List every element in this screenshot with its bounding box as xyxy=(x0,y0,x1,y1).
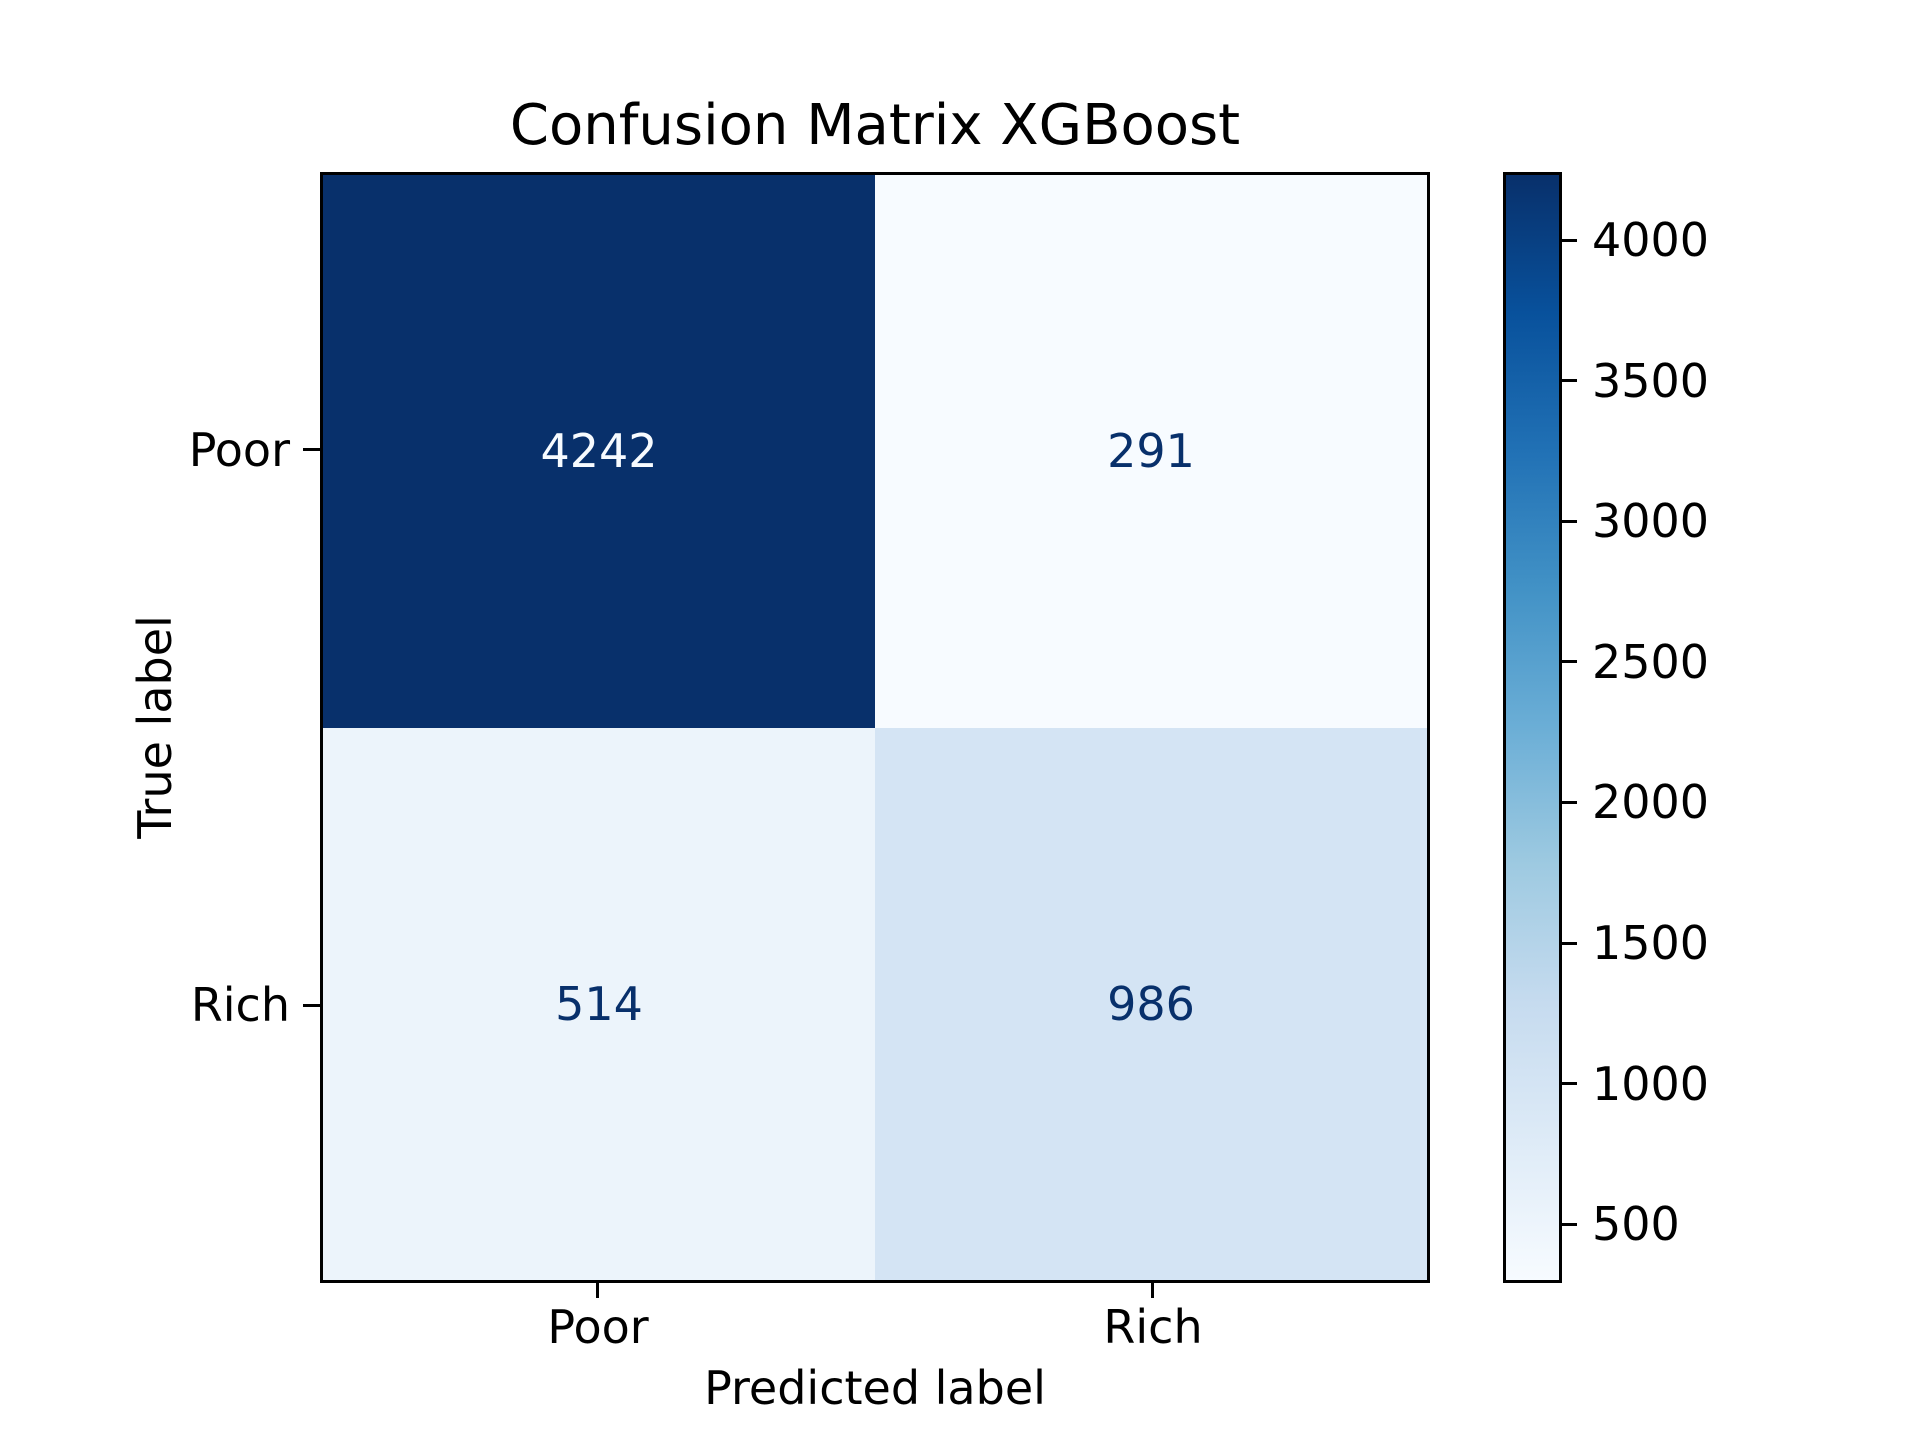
xtick-mark-poor xyxy=(596,1283,599,1298)
cell-value: 514 xyxy=(555,976,643,1031)
ytick-label-poor: Poor xyxy=(188,423,290,477)
matrix-cell-true-rich-pred-poor: 514 xyxy=(323,727,875,1280)
chart-title: Confusion Matrix XGBoost xyxy=(509,93,1241,158)
colorbar-tick-mark-4000 xyxy=(1562,238,1577,242)
ytick-mark-poor xyxy=(303,448,320,451)
colorbar-tick-mark-1000 xyxy=(1562,1082,1577,1086)
colorbar-tick-mark-500 xyxy=(1562,1222,1577,1226)
cell-value: 4242 xyxy=(540,424,658,479)
matrix-cell-true-poor-pred-rich: 291 xyxy=(875,175,1427,728)
colorbar-tick-mark-1500 xyxy=(1562,941,1577,945)
y-axis-label: True label xyxy=(128,615,182,839)
xtick-mark-rich xyxy=(1151,1283,1154,1298)
colorbar-tick-label-4000: 4000 xyxy=(1592,213,1710,268)
colorbar-tick-label-2000: 2000 xyxy=(1592,775,1710,830)
xtick-label-poor: Poor xyxy=(547,1300,649,1354)
matrix-cell-true-poor-pred-poor: 4242 xyxy=(323,175,875,728)
colorbar-tick-mark-3000 xyxy=(1562,519,1577,523)
colorbar-tick-label-1500: 1500 xyxy=(1592,916,1710,971)
matrix-cell-true-rich-pred-rich: 986 xyxy=(875,727,1427,1280)
colorbar-tick-label-3000: 3000 xyxy=(1592,494,1710,549)
colorbar-tick-mark-2500 xyxy=(1562,660,1577,664)
ytick-label-rich: Rich xyxy=(190,978,290,1032)
colorbar-tick-label-3500: 3500 xyxy=(1592,353,1710,408)
x-axis-label: Predicted label xyxy=(704,1361,1046,1415)
colorbar-tick-label-2500: 2500 xyxy=(1592,634,1710,689)
ytick-mark-rich xyxy=(303,1004,320,1007)
colorbar-tick-mark-2000 xyxy=(1562,800,1577,804)
colorbar-tick-label-500: 500 xyxy=(1592,1197,1680,1252)
xtick-label-rich: Rich xyxy=(1103,1300,1203,1354)
colorbar-tick-label-1000: 1000 xyxy=(1592,1056,1710,1111)
cell-value: 291 xyxy=(1107,424,1195,479)
colorbar-tick-mark-3500 xyxy=(1562,379,1577,383)
cell-value: 986 xyxy=(1107,976,1195,1031)
heatmap-plot: 4242 291 514 986 xyxy=(320,172,1430,1283)
colorbar xyxy=(1503,172,1562,1283)
